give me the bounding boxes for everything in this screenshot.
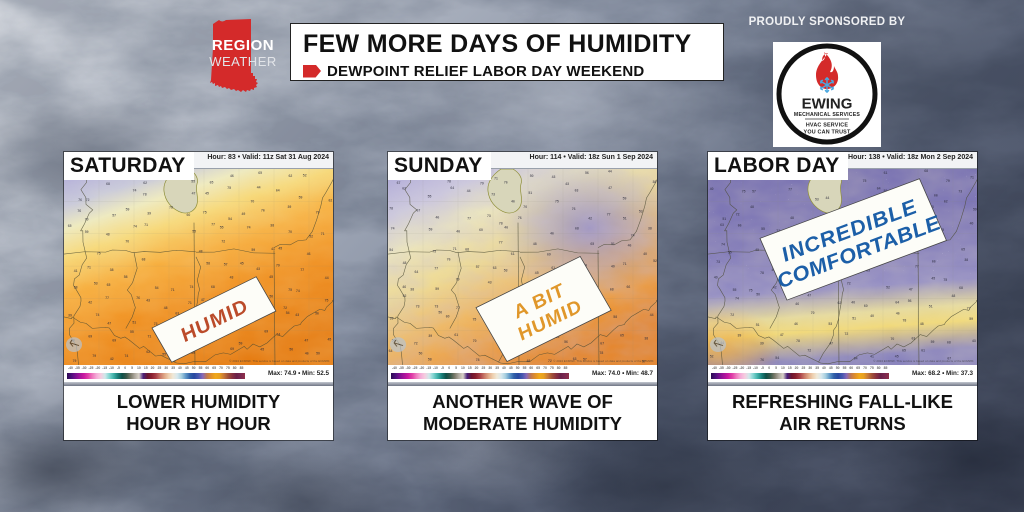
- svg-text:© 2024 ECMWF. This service is: © 2024 ECMWF. This service is based on d…: [553, 359, 654, 363]
- svg-text:EWING: EWING: [802, 96, 853, 113]
- svg-text:© 2024 ECMWF. This service is: © 2024 ECMWF. This service is based on d…: [229, 359, 330, 363]
- svg-text:YOU CAN TRUST: YOU CAN TRUST: [804, 130, 851, 136]
- svg-text:MECHANICAL SERVICES: MECHANICAL SERVICES: [794, 112, 860, 118]
- svg-text:HVAC SERVICE: HVAC SERVICE: [806, 123, 849, 129]
- svg-text:© 2024 ECMWF. This service is: © 2024 ECMWF. This service is based on d…: [873, 359, 974, 363]
